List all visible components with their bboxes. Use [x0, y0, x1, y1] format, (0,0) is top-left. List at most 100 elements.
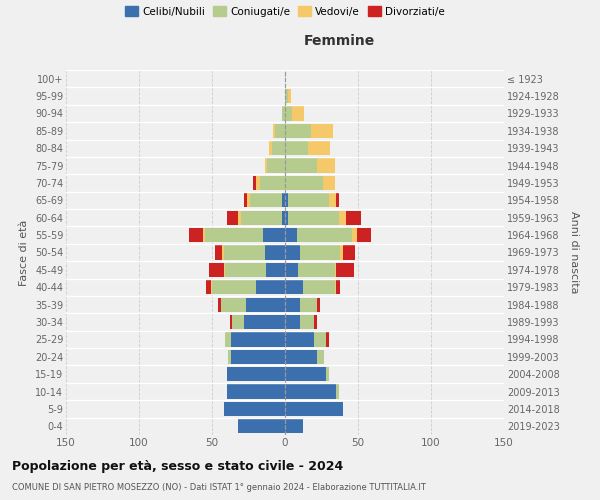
Bar: [205, 228, 263, 242]
Bar: [247, 193, 250, 208]
Bar: [288, 193, 329, 208]
Bar: [238, 210, 241, 225]
Bar: [227, 210, 238, 225]
Bar: [317, 298, 320, 312]
Bar: [274, 124, 275, 138]
Bar: [323, 176, 335, 190]
Bar: [326, 332, 329, 346]
Bar: [244, 193, 247, 208]
Bar: [299, 298, 317, 312]
Bar: [218, 298, 221, 312]
Bar: [244, 315, 285, 329]
Bar: [282, 106, 285, 120]
Bar: [343, 246, 355, 260]
Bar: [263, 228, 285, 242]
Bar: [285, 89, 288, 103]
Bar: [268, 158, 285, 172]
Bar: [221, 298, 245, 312]
Bar: [285, 367, 326, 382]
Y-axis label: Anni di nascita: Anni di nascita: [569, 211, 579, 294]
Bar: [285, 141, 308, 156]
Bar: [211, 280, 212, 294]
Bar: [292, 106, 304, 120]
Bar: [285, 384, 336, 398]
Bar: [317, 350, 325, 364]
Text: Femmine: Femmine: [304, 34, 376, 48]
Bar: [311, 124, 333, 138]
Bar: [285, 124, 311, 138]
Bar: [296, 228, 352, 242]
Bar: [265, 246, 285, 260]
Bar: [335, 280, 336, 294]
Bar: [329, 193, 336, 208]
Bar: [285, 193, 288, 208]
Bar: [245, 298, 285, 312]
Bar: [206, 280, 211, 294]
Bar: [336, 384, 339, 398]
Bar: [253, 176, 256, 190]
Bar: [250, 193, 282, 208]
Bar: [299, 315, 314, 329]
Bar: [227, 367, 285, 382]
Bar: [288, 89, 291, 103]
Bar: [212, 280, 256, 294]
Bar: [326, 367, 329, 382]
Text: Popolazione per età, sesso e stato civile - 2024: Popolazione per età, sesso e stato civil…: [12, 460, 343, 473]
Bar: [336, 193, 339, 208]
Bar: [265, 158, 268, 172]
Bar: [339, 210, 346, 225]
Bar: [335, 263, 336, 277]
Bar: [224, 246, 265, 260]
Y-axis label: Fasce di età: Fasce di età: [19, 220, 29, 286]
Bar: [230, 315, 232, 329]
Bar: [215, 246, 222, 260]
Bar: [352, 228, 356, 242]
Bar: [356, 228, 371, 242]
Bar: [225, 263, 266, 277]
Bar: [285, 332, 314, 346]
Bar: [285, 263, 298, 277]
Bar: [203, 228, 205, 242]
Bar: [282, 210, 285, 225]
Bar: [209, 263, 224, 277]
Bar: [224, 263, 225, 277]
Bar: [231, 350, 285, 364]
Bar: [238, 419, 285, 434]
Bar: [317, 158, 335, 172]
Bar: [285, 280, 302, 294]
Bar: [314, 315, 317, 329]
Bar: [285, 246, 299, 260]
Bar: [232, 315, 244, 329]
Bar: [269, 141, 272, 156]
Bar: [288, 210, 339, 225]
Bar: [260, 176, 285, 190]
Bar: [285, 228, 296, 242]
Bar: [336, 263, 353, 277]
Bar: [308, 141, 330, 156]
Bar: [231, 332, 285, 346]
Bar: [266, 263, 285, 277]
Bar: [346, 210, 361, 225]
Bar: [285, 419, 302, 434]
Bar: [285, 106, 292, 120]
Bar: [227, 384, 285, 398]
Bar: [256, 176, 260, 190]
Bar: [285, 402, 343, 416]
Bar: [225, 332, 231, 346]
Bar: [285, 210, 288, 225]
Bar: [272, 141, 285, 156]
Bar: [340, 246, 343, 260]
Bar: [285, 298, 299, 312]
Bar: [299, 246, 340, 260]
Bar: [314, 332, 326, 346]
Bar: [256, 280, 285, 294]
Bar: [285, 176, 323, 190]
Bar: [188, 228, 203, 242]
Bar: [285, 158, 317, 172]
Bar: [285, 315, 299, 329]
Bar: [224, 402, 285, 416]
Bar: [298, 263, 335, 277]
Legend: Celibi/Nubili, Coniugati/e, Vedovi/e, Divorziati/e: Celibi/Nubili, Coniugati/e, Vedovi/e, Di…: [121, 2, 449, 21]
Bar: [275, 124, 285, 138]
Bar: [285, 350, 317, 364]
